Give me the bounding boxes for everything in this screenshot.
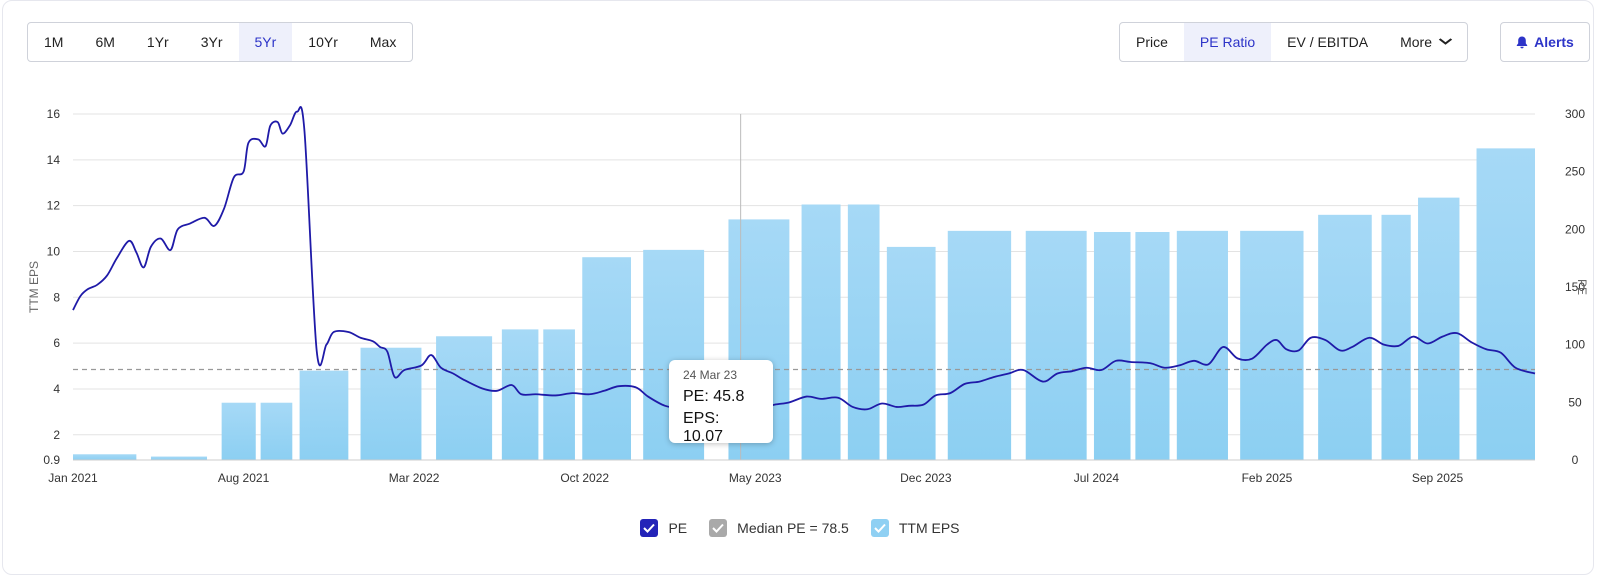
eps-bar (801, 204, 841, 460)
legend-median-label: Median PE = 78.5 (737, 520, 849, 536)
eps-bar (1318, 214, 1372, 460)
range-selector: 1M 6M 1Yr 3Yr 5Yr 10Yr Max (27, 22, 414, 62)
range-button-10yr[interactable]: 10Yr (308, 34, 338, 50)
eps-bar (886, 246, 936, 460)
more-dropdown[interactable]: More (1384, 23, 1467, 61)
right-tick-label: 50 (1568, 395, 1582, 409)
metric-button-ev-ebitda[interactable]: EV / EBITDA (1287, 34, 1369, 50)
eps-bar (947, 230, 1012, 460)
bell-icon (1516, 36, 1528, 48)
x-tick-label: Mar 2022 (389, 471, 440, 485)
eps-bar (221, 402, 256, 460)
right-axis-title: PE (1575, 279, 1589, 295)
x-tick-label: Sep 2025 (1412, 471, 1464, 485)
left-tick-label: 14 (47, 153, 61, 167)
eps-bar (582, 257, 631, 460)
eps-bar (299, 370, 349, 460)
legend-median[interactable]: Median PE = 78.5 (709, 519, 849, 537)
left-tick-label: 16 (47, 107, 61, 121)
left-axis-title: TTM EPS (27, 261, 41, 313)
x-tick-label: Dec 2023 (900, 471, 952, 485)
legend-eps-label: TTM EPS (898, 520, 960, 536)
checkbox-checked-icon (870, 519, 889, 537)
range-button-3yr[interactable]: 3Yr (200, 34, 223, 50)
legend-pe-label: PE (668, 520, 688, 536)
left-tick-label: 4 (53, 382, 60, 396)
pe-chart[interactable]: 0.9 2 4 6 8 10 12 14 16 0 50 100 150 200 250 300 TTM EPS… (0, 0, 1600, 500)
more-label: More (1400, 34, 1432, 50)
tooltip-pe: PE: 45.8 (683, 388, 745, 405)
metric-selector: Price PE Ratio EV / EBITDA More (1119, 22, 1468, 62)
range-button-1yr[interactable]: 1Yr (146, 34, 169, 50)
x-tick-label: Oct 2022 (560, 471, 609, 485)
eps-bar (150, 456, 208, 460)
left-tick-label: 12 (47, 199, 61, 213)
eps-bar (73, 454, 137, 460)
right-tick-label: 150 (1565, 280, 1585, 294)
chevron-down-icon (1438, 36, 1453, 48)
right-tick-label: 0 (1572, 453, 1579, 467)
eps-bar (1381, 214, 1411, 460)
right-tick-label: 100 (1565, 338, 1585, 352)
eps-bar (1176, 230, 1228, 460)
alerts-label: Alerts (1534, 34, 1574, 50)
chart-legend: PE Median PE = 78.5 TTM EPS (0, 519, 1600, 537)
eps-bar (1418, 197, 1460, 461)
right-tick-label: 300 (1565, 107, 1585, 121)
range-button-1m[interactable]: 1M (44, 34, 64, 50)
x-tick-label: May 2023 (729, 471, 782, 485)
x-tick-label: Feb 2025 (1242, 471, 1293, 485)
left-tick-label: 2 (53, 428, 60, 442)
chart-tooltip: 24 Mar 23 PE: 45.8 EPS: 10.07 (669, 360, 773, 445)
left-tick-label: 0.9 (43, 453, 60, 467)
x-tick-label: Aug 2021 (218, 471, 270, 485)
checkbox-checked-icon (640, 519, 659, 537)
eps-bar (260, 402, 293, 460)
legend-eps[interactable]: TTM EPS (870, 519, 960, 537)
tooltip-date: 24 Mar 23 (683, 368, 738, 382)
alerts-button[interactable]: Alerts (1500, 22, 1590, 62)
eps-bar (1093, 232, 1131, 460)
left-tick-label: 8 (53, 290, 60, 304)
left-tick-label: 6 (53, 336, 60, 350)
range-button-max[interactable]: Max (369, 34, 397, 50)
legend-pe[interactable]: PE (640, 519, 687, 537)
range-button-6m[interactable]: 6M (95, 34, 115, 50)
metric-button-pe-ratio[interactable]: PE Ratio (1183, 23, 1272, 61)
x-tick-label: Jan 2021 (48, 471, 98, 485)
eps-bar (436, 336, 493, 460)
range-button-5yr[interactable]: 5Yr (238, 23, 293, 61)
metric-button-price[interactable]: Price (1136, 34, 1168, 50)
eps-bar (1025, 230, 1087, 460)
left-tick-label: 10 (47, 244, 61, 258)
x-tick-label: Jul 2024 (1074, 471, 1120, 485)
eps-bar (847, 204, 880, 460)
checkbox-checked-icon (709, 519, 728, 537)
right-tick-label: 200 (1565, 222, 1585, 236)
eps-bar (1135, 232, 1170, 460)
tooltip-eps: EPS: 10.07 (683, 410, 724, 445)
eps-bar (1240, 230, 1304, 460)
right-tick-label: 250 (1565, 165, 1585, 179)
eps-bar (1476, 148, 1535, 461)
